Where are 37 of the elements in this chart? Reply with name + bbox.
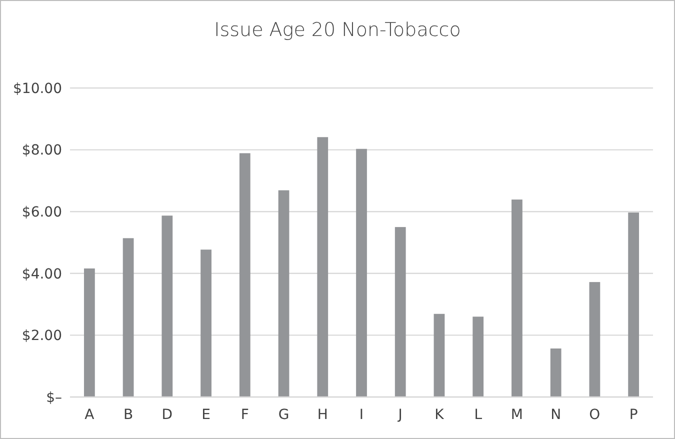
y-tick-label: $4.00 <box>22 266 62 282</box>
x-tick-label: F <box>240 407 249 423</box>
x-tick-label: P <box>629 407 638 423</box>
x-tick-label: O <box>589 407 600 423</box>
bar <box>512 200 522 397</box>
bar <box>278 190 290 397</box>
bar <box>550 348 562 397</box>
x-tick-label: L <box>474 407 482 423</box>
y-tick-label: $10.00 <box>13 80 62 97</box>
x-tick-label: N <box>550 407 562 423</box>
bar <box>200 250 212 397</box>
x-tick-label: E <box>202 407 210 423</box>
y-tick-label: $6.00 <box>22 204 62 220</box>
bar <box>434 314 445 397</box>
x-tick-label: M <box>510 407 524 423</box>
x-tick-label: A <box>84 407 95 423</box>
bar <box>317 137 328 397</box>
x-tick-label: H <box>317 407 328 423</box>
x-tick-label: I <box>359 407 364 423</box>
bar <box>394 227 406 397</box>
x-tick-label: G <box>278 407 290 423</box>
bar <box>162 216 173 397</box>
bar <box>239 153 250 397</box>
y-tick-label: $8.00 <box>22 142 62 159</box>
bar <box>589 282 600 397</box>
x-tick-label: B <box>123 407 134 423</box>
x-tick-label: J <box>397 407 402 423</box>
bar <box>122 238 134 397</box>
x-tick-label: D <box>162 407 173 423</box>
bar <box>628 212 640 397</box>
bar <box>356 148 367 397</box>
y-tick-label: $2.00 <box>22 328 62 344</box>
y-tick-label: $– <box>46 390 62 406</box>
bar <box>84 268 95 397</box>
bar <box>472 316 484 397</box>
chart-title: Issue Age 20 Non-Tobacco <box>214 19 461 41</box>
x-tick-label: K <box>434 407 445 423</box>
